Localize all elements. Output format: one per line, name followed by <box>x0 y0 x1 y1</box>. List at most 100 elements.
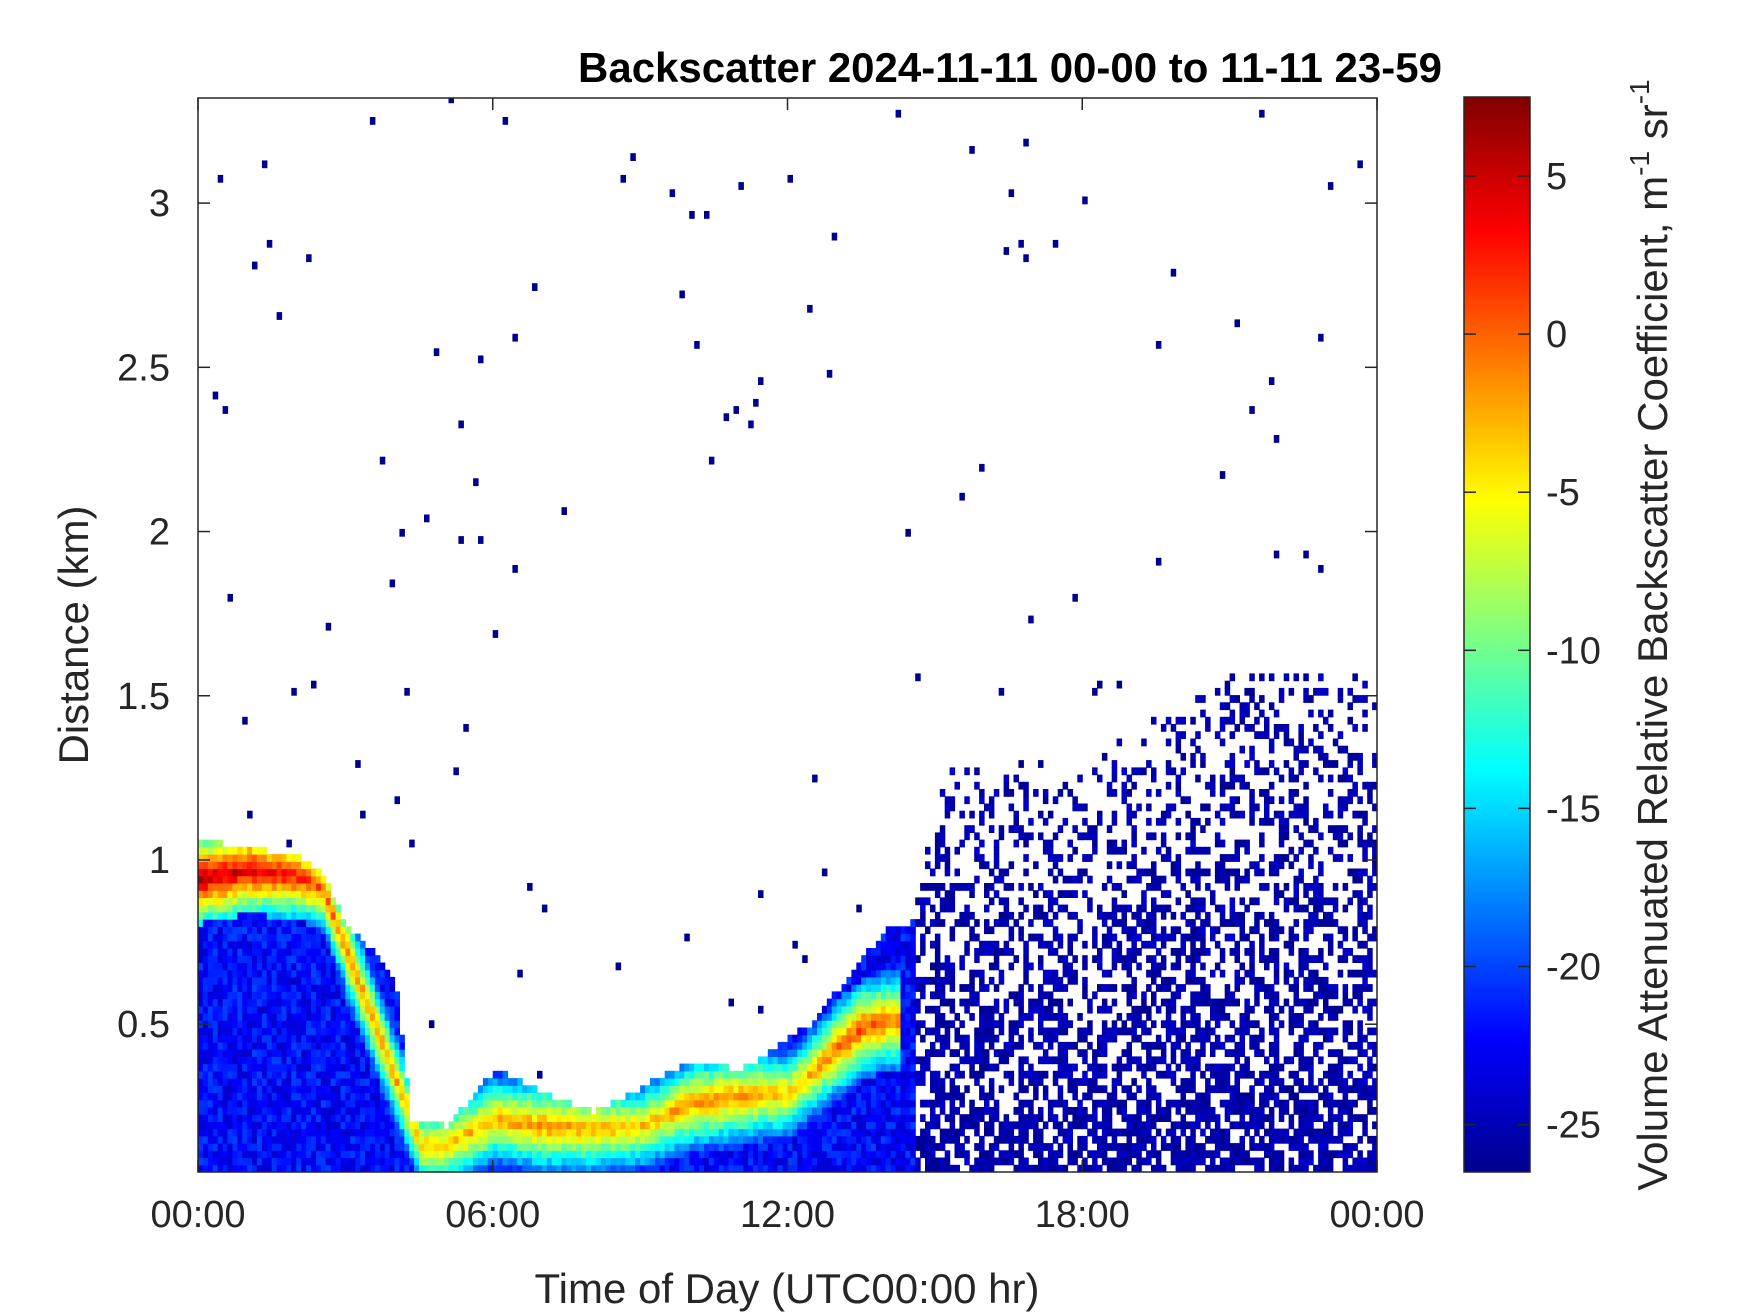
heatmap-cell <box>993 846 1000 855</box>
heatmap-cell <box>1131 991 1137 1000</box>
heatmap-cell <box>895 948 902 956</box>
heatmap-cell <box>222 861 229 870</box>
heatmap-cell <box>1190 846 1196 855</box>
heatmap-cell <box>684 1078 690 1086</box>
heatmap-cell <box>1062 1020 1069 1029</box>
heatmap-cell <box>355 998 361 1007</box>
heatmap-cell <box>1136 1135 1142 1144</box>
heatmap-cell <box>345 998 351 1007</box>
heatmap-cell <box>448 1157 454 1166</box>
heatmap-cell <box>502 1085 509 1094</box>
heatmap-cell <box>207 1135 214 1144</box>
heatmap-cell <box>252 890 258 898</box>
heatmap-cell <box>394 1027 400 1036</box>
heatmap-cell <box>993 854 1000 862</box>
heatmap-cell <box>207 1085 214 1094</box>
heatmap-cell <box>817 1164 823 1172</box>
heatmap-cell <box>861 955 867 963</box>
heatmap-cell <box>595 1107 602 1115</box>
heatmap-cell <box>374 969 381 978</box>
heatmap-cell <box>345 1020 351 1029</box>
heatmap-cell <box>384 1056 391 1065</box>
heatmap-cell <box>330 1049 337 1057</box>
heatmap-cell <box>256 854 263 862</box>
heatmap-cell <box>959 962 965 971</box>
heatmap-cell <box>296 1070 302 1079</box>
heatmap-cell <box>379 1005 386 1014</box>
heatmap-cell <box>419 1121 425 1130</box>
heatmap-cell <box>266 1114 273 1122</box>
heatmap-cell <box>1170 724 1177 732</box>
heatmap-cell <box>551 1107 558 1115</box>
heatmap-cell <box>296 955 302 963</box>
heatmap-cell <box>276 1092 283 1101</box>
heatmap-cell <box>212 933 219 942</box>
heatmap-cell <box>640 1099 646 1108</box>
heatmap-cell <box>453 767 459 776</box>
heatmap-cell <box>482 1099 489 1108</box>
heatmap-cell <box>340 1157 346 1166</box>
heatmap-cell <box>669 189 676 198</box>
heatmap-cell <box>311 1150 317 1159</box>
heatmap-cell <box>330 955 337 963</box>
heatmap-cell <box>817 1157 823 1166</box>
heatmap-cell <box>266 1143 273 1151</box>
heatmap-cell <box>1087 1150 1093 1159</box>
heatmap-cell <box>325 1078 332 1086</box>
heatmap-cell <box>320 1078 327 1086</box>
heatmap-cell <box>271 861 278 870</box>
heatmap-cell <box>797 1027 803 1036</box>
heatmap-cell <box>885 1013 892 1021</box>
heatmap-cell <box>1067 911 1073 920</box>
heatmap-cell <box>428 1128 435 1137</box>
heatmap-cell <box>1126 1085 1132 1094</box>
heatmap-cell <box>1175 738 1182 747</box>
heatmap-cell <box>198 868 204 877</box>
heatmap-cell <box>993 890 1000 898</box>
heatmap-cell <box>831 1027 838 1036</box>
heatmap-cell <box>767 1070 774 1079</box>
heatmap-cell <box>571 1107 577 1115</box>
heatmap-cell <box>753 1070 759 1079</box>
heatmap-cell <box>723 1164 730 1172</box>
heatmap-cell <box>1023 138 1029 147</box>
heatmap-cell <box>1106 1034 1113 1043</box>
heatmap-cell <box>600 1121 607 1130</box>
heatmap-cell <box>384 1063 391 1072</box>
heatmap-cell <box>836 1128 843 1137</box>
heatmap-cell <box>266 940 273 949</box>
heatmap-cell <box>679 1121 685 1130</box>
heatmap-cell <box>817 1092 823 1101</box>
heatmap-cell <box>202 904 209 913</box>
heatmap-cell <box>232 875 238 884</box>
heatmap-cell <box>1008 1070 1015 1079</box>
heatmap-cell <box>458 536 464 544</box>
heatmap-cell <box>247 846 253 855</box>
heatmap-cell <box>551 1157 558 1166</box>
heatmap-cell <box>1067 1107 1073 1115</box>
heatmap-cell <box>1077 1107 1083 1115</box>
heatmap-cell <box>311 1063 317 1072</box>
heatmap-cell <box>890 991 897 1000</box>
heatmap-cell <box>738 1070 744 1079</box>
heatmap-cell <box>212 976 219 985</box>
heatmap-cell <box>1160 998 1167 1007</box>
heatmap-cell <box>414 1128 420 1137</box>
heatmap-cell <box>885 1085 892 1094</box>
heatmap-cell <box>836 1143 843 1151</box>
heatmap-cell <box>640 1150 646 1159</box>
heatmap-cell <box>728 1128 734 1137</box>
heatmap-cell <box>502 1157 509 1166</box>
heatmap-cell <box>649 1092 656 1101</box>
heatmap-cell <box>399 1063 405 1072</box>
heatmap-cell <box>944 897 951 906</box>
heatmap-cell <box>222 868 229 877</box>
heatmap-cell <box>777 1143 784 1151</box>
heatmap-cell <box>802 1056 808 1065</box>
heatmap-cell <box>1082 1107 1088 1115</box>
heatmap-cell <box>930 1005 936 1014</box>
heatmap-cell <box>281 1078 287 1086</box>
heatmap-cell <box>905 984 911 992</box>
heatmap-cell <box>1038 1107 1044 1115</box>
heatmap-cell <box>654 1135 661 1144</box>
